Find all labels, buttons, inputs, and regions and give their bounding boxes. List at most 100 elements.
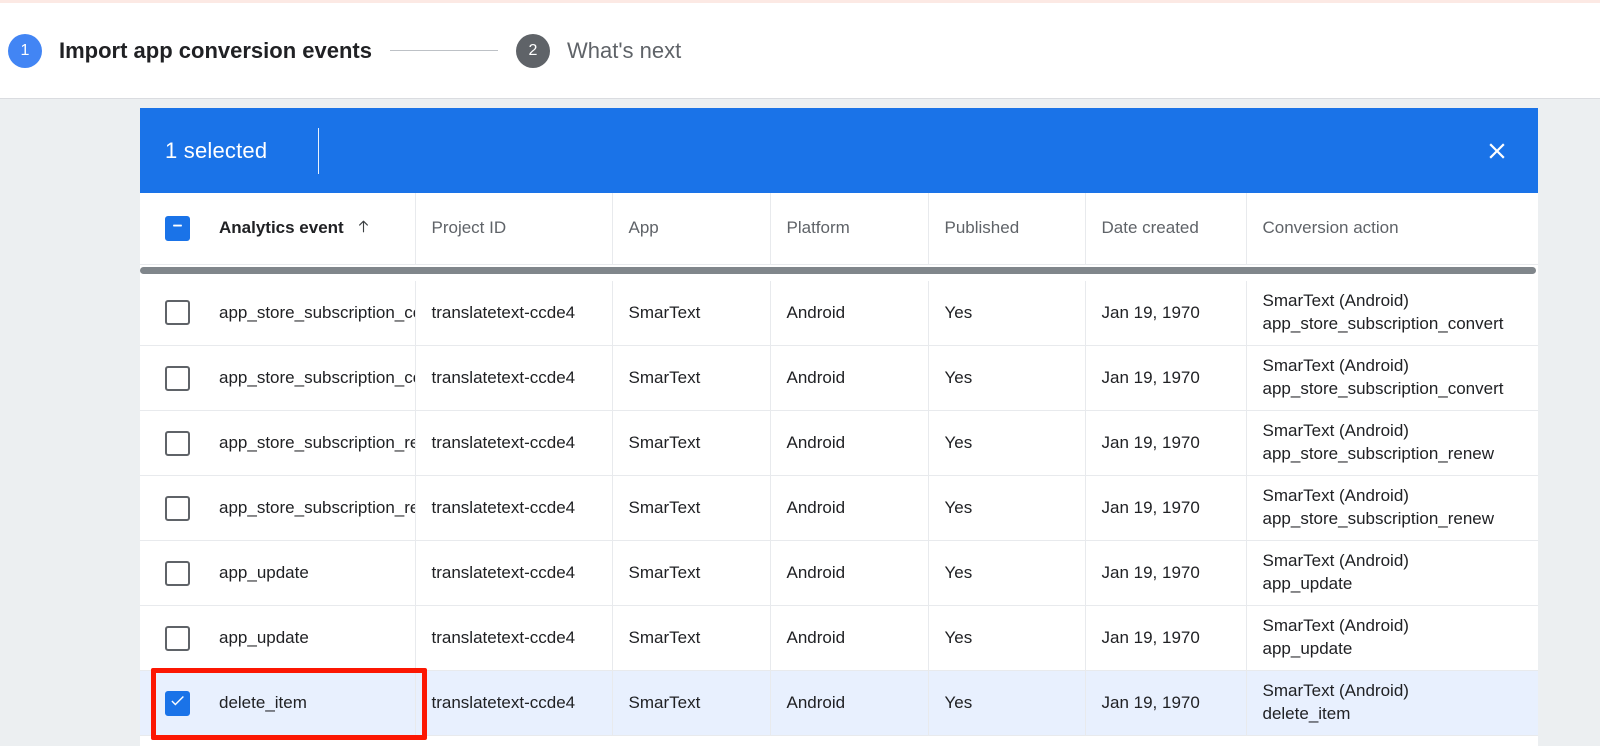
cell-conversion-action: SmarText (Android) app_store_subscription… <box>1246 280 1538 346</box>
table-horizontal-scrollbar[interactable] <box>140 264 1538 281</box>
cell-published: Yes <box>928 345 1086 411</box>
conversion-action-line-2: app_store_subscription_convert <box>1262 313 1504 333</box>
events-table-header: Analytics event Project ID App Platform … <box>140 193 1538 265</box>
cell-project-id: translatetext-ccde4 <box>415 345 613 411</box>
cell-conversion-action: SmarText (Android) app_store_subscription… <box>1246 345 1538 411</box>
table-row[interactable]: app_update translatetext-ccde4 SmarText And… <box>140 540 1538 606</box>
table-row[interactable]: app_store_subscription_converttranslatet… <box>140 280 1538 346</box>
cell-event-name: delete_item <box>219 693 307 712</box>
cell-analytics-event[interactable]: app_store_subscription_renew <box>140 475 416 541</box>
row-checkbox[interactable] <box>165 690 190 716</box>
table-row[interactable]: app_update translatetext-ccde4 SmarText And… <box>140 605 1538 671</box>
row-checkbox[interactable] <box>165 495 190 521</box>
column-header-conversion-action[interactable]: Conversion action <box>1246 193 1538 265</box>
table-header-row: Analytics event Project ID App Platform … <box>140 193 1538 265</box>
cell-date-created: Jan 19, 1970 <box>1085 540 1247 606</box>
row-checkbox[interactable] <box>165 365 190 391</box>
cell-date-created: Jan 19, 1970 <box>1085 410 1247 476</box>
column-header-project-id[interactable]: Project ID <box>415 193 613 265</box>
conversion-action-line-1: SmarText (Android) <box>1262 290 1409 310</box>
table-row[interactable]: app_store_subscription_converttranslatet… <box>140 345 1538 411</box>
conversion-action-line-1: SmarText (Android) <box>1262 421 1409 441</box>
conversion-action-line-1: SmarText (Android) <box>1262 616 1409 636</box>
conversion-action-line-2: app_update <box>1262 639 1353 658</box>
table-row[interactable]: app_store_subscription_renewtranslatetex… <box>140 410 1538 476</box>
cell-published: Yes <box>928 280 1086 346</box>
cell-conversion-action: SmarText (Android) app_store_subscription… <box>1246 475 1538 541</box>
cell-date-created: Jan 19, 1970 <box>1085 605 1247 671</box>
step-2-number-badge: 2 <box>515 33 550 68</box>
cell-event-name: app_store_subscription_convert <box>219 302 415 322</box>
indeterminate-dash-icon <box>170 218 185 238</box>
cell-event-name: app_store_subscription_renew <box>219 498 415 517</box>
column-header-app[interactable]: App <box>612 193 771 265</box>
cell-conversion-action: SmarText (Android) delete_item <box>1246 670 1538 736</box>
cell-date-created: Jan 19, 1970 <box>1085 670 1247 736</box>
column-header-published[interactable]: Published <box>928 193 1086 265</box>
row-checkbox[interactable] <box>165 430 190 456</box>
cell-platform: Android <box>770 345 929 411</box>
cell-event-name: app_update <box>219 628 309 647</box>
cell-platform: Android <box>770 280 929 346</box>
cell-conversion-action: SmarText (Android) app_update <box>1246 540 1538 606</box>
cell-app: SmarText <box>612 345 771 411</box>
cell-project-id: translatetext-ccde4 <box>415 670 613 736</box>
cell-event-name: app_update <box>219 563 309 582</box>
cell-date-created: Jan 19, 1970 <box>1085 280 1247 346</box>
step-1-number-badge: 1 <box>8 33 42 68</box>
conversion-action-line-1: SmarText (Android) <box>1262 681 1409 701</box>
table-horizontal-scrollbar-thumb[interactable] <box>140 266 1536 274</box>
cell-published: Yes <box>928 605 1086 671</box>
step-2[interactable]: 2 What's next <box>515 33 681 68</box>
select-all-checkbox[interactable] <box>165 215 190 241</box>
cell-platform: Android <box>770 475 929 541</box>
table-row[interactable]: app_store_subscription_renewtranslatetex… <box>140 475 1538 541</box>
cell-project-id: translatetext-ccde4 <box>415 540 613 606</box>
conversion-action-line-1: SmarText (Android) <box>1262 356 1409 376</box>
column-header-platform[interactable]: Platform <box>770 193 929 265</box>
table-row[interactable]: delete_item translatetext-ccde4 SmarText An… <box>140 670 1538 736</box>
row-checkbox[interactable] <box>165 300 190 326</box>
cell-platform: Android <box>770 605 929 671</box>
cell-analytics-event[interactable]: app_store_subscription_convert <box>140 345 416 411</box>
cell-platform: Android <box>770 540 929 606</box>
conversion-action-line-2: app_store_subscription_renew <box>1262 509 1495 528</box>
cell-project-id: translatetext-ccde4 <box>415 475 613 541</box>
cell-analytics-event[interactable]: app_store_subscription_renew <box>140 410 416 476</box>
cell-app: SmarText <box>612 605 771 671</box>
cell-published: Yes <box>928 410 1086 476</box>
cell-analytics-event[interactable]: delete_item <box>140 670 416 736</box>
conversion-action-line-2: delete_item <box>1262 704 1351 723</box>
step-1-label: Import app conversion events <box>59 37 372 63</box>
cell-date-created: Jan 19, 1970 <box>1085 475 1247 541</box>
cell-project-id: translatetext-ccde4 <box>415 280 613 346</box>
cell-project-id: translatetext-ccde4 <box>415 410 613 476</box>
step-1[interactable]: 1 Import app conversion events <box>8 33 372 68</box>
column-header-date-created[interactable]: Date created <box>1085 193 1247 265</box>
arrow-up-icon[interactable] <box>355 218 372 238</box>
table-body: app_store_subscription_converttranslatet… <box>140 280 1538 736</box>
cell-date-created: Jan 19, 1970 <box>1085 345 1247 411</box>
selection-toolbar-divider <box>318 127 320 174</box>
column-header-label-event: Analytics event <box>219 218 344 238</box>
top-accent-hairline <box>0 0 1600 3</box>
cell-conversion-action: SmarText (Android) app_update <box>1246 605 1538 671</box>
cell-published: Yes <box>928 475 1086 541</box>
close-icon[interactable] <box>1476 130 1518 172</box>
row-checkbox[interactable] <box>165 625 190 651</box>
cell-app: SmarText <box>612 670 771 736</box>
column-header-analytics-event[interactable]: Analytics event <box>140 193 416 265</box>
events-table-body: app_store_subscription_converttranslatet… <box>140 280 1538 736</box>
cell-event-name: app_store_subscription_renew <box>219 433 415 452</box>
cell-app: SmarText <box>612 540 771 606</box>
cell-platform: Android <box>770 410 929 476</box>
row-checkbox[interactable] <box>165 560 190 586</box>
cell-conversion-action: SmarText (Android) app_store_subscription… <box>1246 410 1538 476</box>
conversion-action-line-1: SmarText (Android) <box>1262 551 1409 571</box>
cell-analytics-event[interactable]: app_store_subscription_convert <box>140 280 416 346</box>
conversion-action-line-2: app_store_subscription_convert <box>1262 379 1504 398</box>
cell-published: Yes <box>928 670 1086 736</box>
cell-analytics-event[interactable]: app_update <box>140 605 416 671</box>
events-table-panel: 1 selected <box>140 108 1538 746</box>
cell-analytics-event[interactable]: app_update <box>140 540 416 606</box>
